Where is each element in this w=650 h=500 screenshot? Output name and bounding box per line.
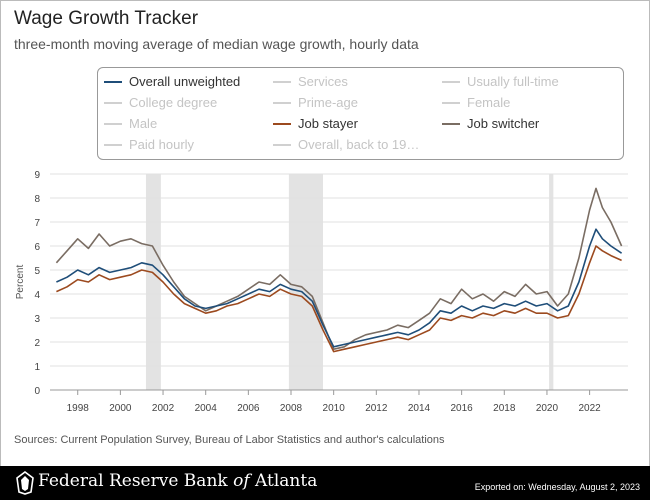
legend-item-job-switcher[interactable]: Job switcher [442,116,539,131]
y-tick-label: 5 [34,266,40,277]
legend-label: Paid hourly [129,137,195,152]
legend-swatch [104,122,122,125]
y-tick-label: 4 [34,290,40,301]
legend-label: Female [467,95,511,110]
y-tick-label: 9 [34,170,40,181]
legend-swatch [273,143,291,146]
legend-swatch [104,143,122,146]
legend-label: Overall, back to 19… [298,137,420,152]
y-tick-label: 6 [34,242,40,253]
legend-item-female[interactable]: Female [442,95,510,110]
legend-item-overall-unweighted[interactable]: Overall unweighted [104,74,240,89]
legend-swatch [104,80,122,83]
sources-note: Sources: Current Population Survey, Bure… [14,434,445,446]
legend-swatch [442,101,460,104]
x-tick-label: 2012 [365,403,388,414]
legend-swatch [442,80,460,83]
x-tick-label: 2018 [493,403,516,414]
legend-item-college-degree[interactable]: College degree [104,95,217,110]
y-tick-label: 2 [34,338,40,349]
x-tick-label: 1998 [67,403,90,414]
y-tick-label: 7 [34,218,40,229]
legend-swatch [442,122,460,125]
x-tick-label: 2022 [578,403,601,414]
bank-name: Federal Reserve Bank of Atlanta [38,471,318,491]
legend-item-job-stayer[interactable]: Job stayer [273,116,358,131]
y-tick-label: 0 [34,386,40,397]
legend: Overall unweighted Services Usually full-t… [97,67,624,160]
line-chart: 0 1 2 3 4 5 6 7 8 9 1998 2000 2002 2004 2006 2008 2010 20… [15,170,628,414]
x-tick-label: 2002 [152,403,175,414]
legend-swatch [104,101,122,104]
legend-label: Job switcher [467,116,540,131]
series-line-overall-unweighted [56,228,623,348]
x-tick-label: 2016 [451,403,474,414]
chart-title: Wage Growth Tracker [14,8,199,29]
recession-band [288,174,324,390]
chart-subtitle: three-month moving average of median wag… [14,36,419,52]
legend-swatch [273,80,291,83]
legend-item-prime-age[interactable]: Prime-age [273,95,358,110]
y-tick-label: 3 [34,314,40,325]
footer-bar [0,466,650,500]
recession-band [145,174,161,390]
series-line-job-switcher [55,187,623,351]
eagle-logo-icon [16,471,34,495]
y-axis-label: Percent [15,265,26,300]
legend-label: Overall unweighted [129,74,241,89]
legend-label: Job stayer [298,116,358,131]
legend-label: Male [129,116,158,131]
legend-label: Services [298,74,348,89]
y-tick-label: 8 [34,194,40,205]
legend-item-usually-full-time[interactable]: Usually full-time [442,74,559,89]
legend-swatch [273,101,291,104]
x-tick-label: 2000 [109,403,132,414]
x-tick-label: 2004 [195,403,218,414]
export-date: Exported on: Wednesday, August 2, 2023 [474,482,640,492]
legend-item-services[interactable]: Services [273,74,348,89]
x-tick-label: 2014 [408,403,431,414]
x-tick-label: 2020 [536,403,559,414]
x-tick-label: 2010 [323,403,346,414]
legend-label: College degree [129,95,218,110]
legend-swatch [273,122,291,125]
legend-item-male[interactable]: Male [104,116,157,131]
legend-item-overall-back-to-19[interactable]: Overall, back to 19… [273,137,419,152]
x-tick-label: 2008 [280,403,303,414]
x-tick-label: 2006 [237,403,260,414]
series-line-job-stayer [56,245,622,353]
legend-label: Usually full-time [467,74,559,89]
recession-band [549,174,554,390]
legend-item-paid-hourly[interactable]: Paid hourly [104,137,194,152]
legend-label: Prime-age [298,95,358,110]
y-tick-label: 1 [34,362,40,373]
